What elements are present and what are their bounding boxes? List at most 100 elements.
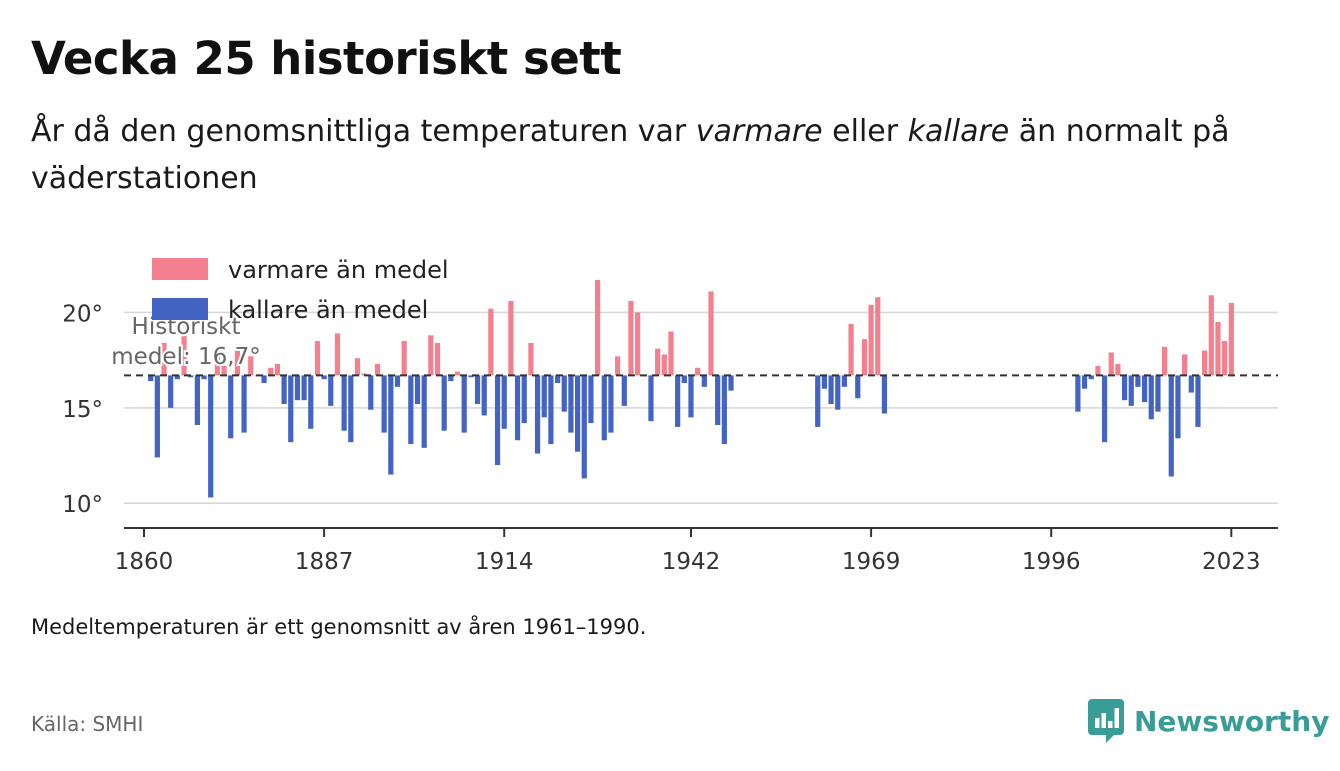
y-tick-label: 10° (62, 492, 103, 518)
bar-warm (1208, 295, 1214, 376)
bar-warm (314, 341, 321, 376)
bar-cold (368, 375, 374, 410)
bar-cold (1168, 375, 1174, 477)
bar-cold (554, 375, 561, 384)
legend: varmare än medel kallare än medel (152, 256, 449, 324)
bar-cold (568, 375, 574, 433)
mean-label: Historiskt medel: 16,7° (109, 312, 262, 372)
y-tick-label: 15° (62, 397, 103, 423)
bar-warm (268, 367, 274, 376)
bar-warm (334, 333, 341, 376)
bar-cold (855, 375, 861, 399)
bar-warm (1095, 365, 1101, 376)
bar-cold (601, 375, 607, 441)
bar-cold (588, 375, 594, 424)
x-tick-label: 1969 (842, 549, 901, 575)
bar-cold (294, 375, 301, 401)
x-tick-label: 1887 (295, 549, 354, 575)
bar-cold (408, 375, 414, 445)
bar-cold (1101, 375, 1108, 443)
bar-warm (668, 331, 674, 376)
bar-cold (681, 375, 687, 384)
bar-cold (574, 375, 581, 452)
bar-cold (648, 375, 654, 422)
logo-text: Newsworthy (1134, 704, 1330, 738)
subtitle-warm-word: varmare (695, 114, 823, 149)
x-tick-label: 1996 (1022, 549, 1081, 575)
bar-cold (715, 375, 721, 425)
bar-cold (1075, 375, 1081, 412)
bar-cold (1081, 375, 1088, 389)
bar-warm (354, 358, 361, 376)
bar-warm (875, 297, 881, 376)
bar-cold (1188, 375, 1194, 393)
bar-warm (221, 365, 227, 376)
bar-warm (528, 342, 534, 376)
bar-cold (261, 375, 267, 384)
bar-cold (621, 375, 627, 406)
y-tick-label: 20° (62, 301, 103, 327)
bar-cold (474, 375, 481, 404)
bar-cold (541, 375, 547, 418)
bar-cold (414, 375, 421, 404)
bar-cold (308, 375, 314, 429)
bar-warm (214, 352, 220, 376)
bar-cold (421, 375, 427, 448)
bar-cold (208, 375, 214, 498)
bar-cold (701, 375, 707, 387)
bar-warm (274, 363, 281, 376)
bar-cold (174, 375, 180, 380)
x-axis-ticks: 1860 1887 1914 1942 1969 1996 2023 (115, 528, 1261, 575)
bar-warm (454, 371, 461, 376)
x-tick-label: 1942 (662, 549, 721, 575)
x-tick-label: 2023 (1202, 549, 1261, 575)
bar-warm (1108, 352, 1114, 376)
bar-warm (861, 339, 868, 376)
bar-cold (1088, 375, 1094, 380)
subtitle-cold-word: kallare (907, 114, 1010, 149)
newsworthy-chart-icon (1088, 699, 1124, 743)
bar-cold (281, 375, 287, 404)
bar-warm (1182, 354, 1188, 376)
bar-cold (288, 375, 294, 443)
bar-cold (821, 375, 828, 389)
bar-warm (234, 344, 241, 376)
bar-cold (381, 375, 387, 433)
subtitle-text: än normalt på väderstationen (31, 114, 1230, 196)
bar-warm (635, 312, 641, 376)
bar-cold (561, 375, 567, 412)
newsworthy-logo: Newsworthy (1088, 698, 1329, 744)
legend-label-cold: kallare än medel (228, 296, 428, 324)
bar-cold (148, 375, 154, 382)
bar-cold (448, 375, 454, 382)
bar-cold (394, 375, 401, 387)
bar-cold (841, 375, 848, 387)
bar-cold (881, 375, 888, 414)
bar-cold (321, 375, 327, 380)
bar-cold (328, 375, 334, 406)
grid-lines (124, 311, 1278, 504)
source-label: Källa: SMHI (31, 712, 144, 736)
bar-cold (721, 375, 727, 445)
bars (148, 280, 1234, 498)
subtitle-text: eller (822, 114, 908, 149)
bar-warm (695, 367, 701, 376)
bar-cold (534, 375, 541, 454)
bar-warm (1115, 363, 1121, 376)
bar-cold (1175, 375, 1181, 439)
bar-cold (388, 375, 394, 475)
bar-cold (521, 375, 527, 424)
bar-warm (628, 300, 634, 376)
bar-warm (434, 342, 441, 376)
subtitle-text: År då den genomsnittliga temperaturen va… (31, 114, 696, 149)
bar-warm (248, 356, 254, 376)
x-tick-label: 1860 (115, 549, 174, 575)
bar-cold (1135, 375, 1141, 387)
bar-cold (815, 375, 821, 427)
bar-cold (728, 375, 734, 391)
bar-warm (161, 342, 167, 376)
bar-cold (1195, 375, 1201, 427)
bar-warm (655, 348, 661, 376)
bar-warm (615, 356, 621, 376)
